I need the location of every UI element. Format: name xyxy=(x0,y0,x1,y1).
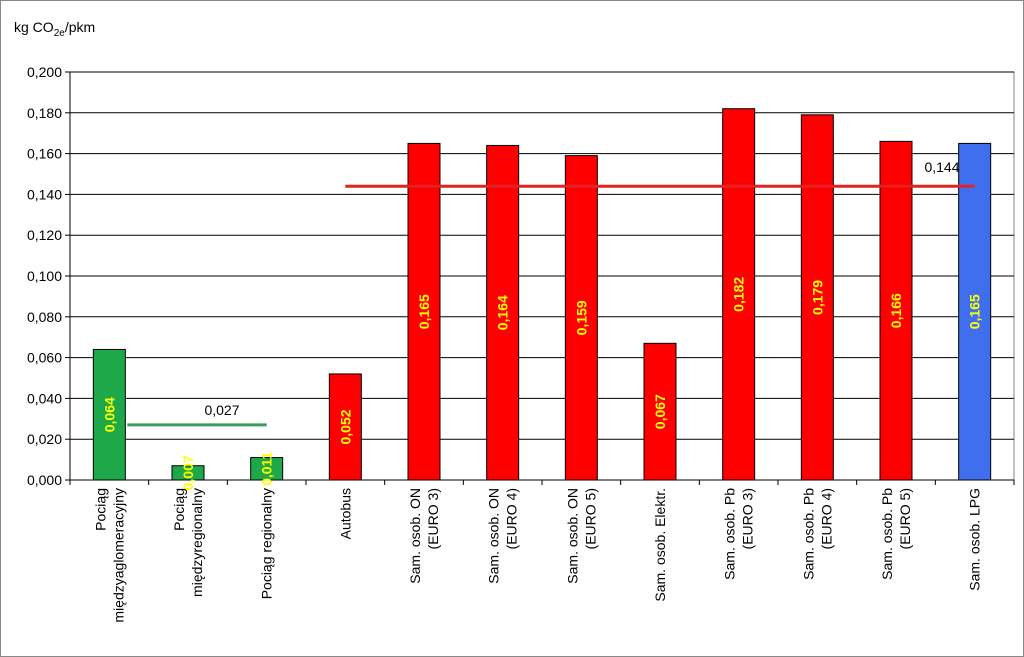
value-label: 0,166 xyxy=(888,293,904,328)
x-tick-label: Autobus xyxy=(337,488,353,539)
bar xyxy=(800,114,834,481)
bar xyxy=(171,465,205,481)
y-tick-label: 0,000 xyxy=(27,472,62,488)
value-label: 0,164 xyxy=(495,295,511,330)
bar xyxy=(92,348,126,481)
reference-label: 0,144 xyxy=(924,159,959,175)
x-tick-label: (EURO 5) xyxy=(582,488,598,549)
x-tick-label: (EURO 3) xyxy=(740,488,756,549)
x-tick-label: Sam. osob. Pb xyxy=(800,488,816,580)
bar xyxy=(643,342,677,481)
x-tick-label: (EURO 4) xyxy=(818,488,834,549)
y-tick-label: 0,080 xyxy=(27,309,62,325)
bar xyxy=(407,142,441,481)
y-tick-label: 0,100 xyxy=(27,268,62,284)
value-label: 0,067 xyxy=(652,394,668,429)
value-label: 0,179 xyxy=(809,280,825,315)
x-tick-label: Sam. osob. Pb xyxy=(879,488,895,580)
x-tick-label: Pociąg regionalny xyxy=(259,488,275,599)
bar xyxy=(250,457,284,481)
x-tick-label: Pociąg xyxy=(171,488,187,531)
value-label: 0,165 xyxy=(416,294,432,329)
value-label: 0,182 xyxy=(731,277,747,312)
x-tick-label: Sam. osob. ON xyxy=(407,488,423,584)
y-tick-label: 0,200 xyxy=(27,64,62,80)
y-axis-title: kg CO2e/pkm xyxy=(14,19,95,39)
x-tick-label: Sam. osob. Pb xyxy=(722,488,738,580)
y-tick-label: 0,020 xyxy=(27,431,62,447)
bar xyxy=(958,142,992,481)
x-tick-label: międzyregionalny xyxy=(189,488,205,597)
x-tick-label: (EURO 5) xyxy=(897,488,913,549)
reference-label: 0,027 xyxy=(204,402,239,418)
y-title-sub: 2e xyxy=(54,28,66,39)
bar xyxy=(722,108,756,481)
bar xyxy=(328,373,362,481)
bar xyxy=(486,144,520,481)
x-tick-label: międzyaglomeracyjny xyxy=(110,488,126,623)
bar xyxy=(564,155,598,481)
value-label: 0,011 xyxy=(259,451,275,485)
value-label: 0,165 xyxy=(967,294,983,329)
value-label: 0,064 xyxy=(101,397,117,432)
y-tick-label: 0,160 xyxy=(27,146,62,162)
y-tick-label: 0,060 xyxy=(27,350,62,366)
y-title-main: kg CO xyxy=(14,19,54,35)
y-title-tail: /pkm xyxy=(65,19,95,35)
x-tick-label: (EURO 3) xyxy=(425,488,441,549)
x-tick-label: Pociąg xyxy=(92,488,108,531)
value-label: 0,007 xyxy=(180,455,196,490)
x-tick-label: (EURO 4) xyxy=(504,488,520,549)
value-label: 0,159 xyxy=(573,300,589,335)
y-tick-label: 0,180 xyxy=(27,105,62,121)
x-tick-label: Sam. osob. Elektr. xyxy=(652,488,668,602)
y-tick-label: 0,140 xyxy=(27,186,62,202)
bar xyxy=(879,140,913,481)
x-tick-label: Sam. osob. ON xyxy=(564,488,580,584)
x-tick-label: Sam. osob. ON xyxy=(486,488,502,584)
y-tick-label: 0,040 xyxy=(27,390,62,406)
y-tick-label: 0,120 xyxy=(27,227,62,243)
x-tick-label: Sam. osob. LPG xyxy=(967,488,983,591)
value-label: 0,052 xyxy=(337,409,353,444)
